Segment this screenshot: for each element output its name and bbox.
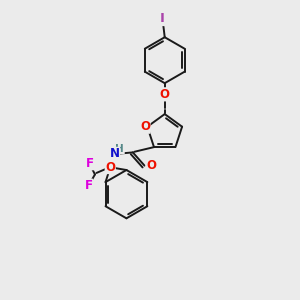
Text: I: I [160,13,165,26]
Text: O: O [105,160,115,174]
Text: O: O [160,88,170,101]
Text: O: O [140,120,150,133]
Text: N: N [110,147,119,161]
Text: H: H [116,144,124,154]
Text: F: F [85,157,94,170]
Text: O: O [146,159,156,172]
Text: F: F [85,179,92,192]
